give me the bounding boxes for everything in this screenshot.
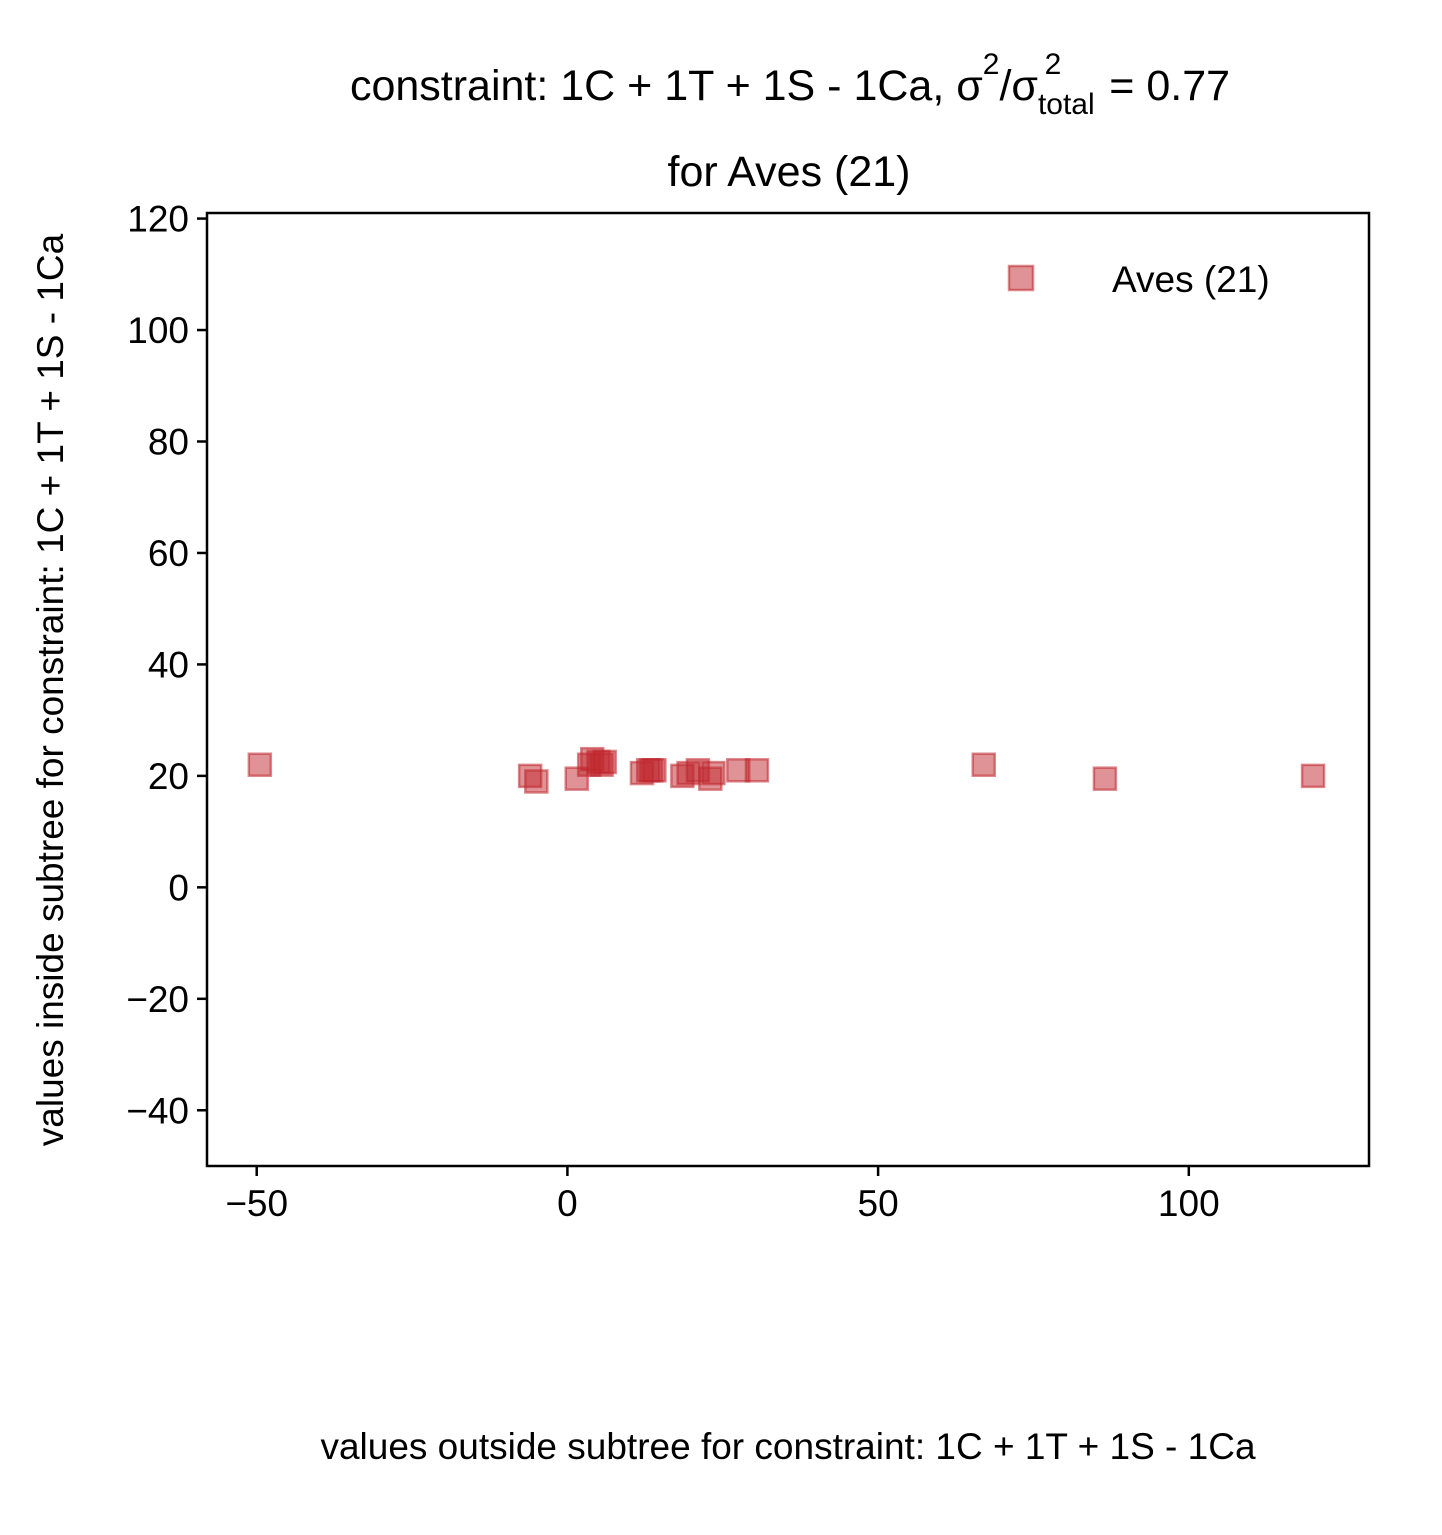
data-point [592, 749, 617, 775]
legend-marker-aves [1007, 264, 1035, 292]
y-tick-label: −20 [126, 979, 189, 1020]
title-sup-2: 2 [1045, 48, 1062, 81]
data-point [744, 758, 770, 783]
plot-frame [205, 211, 1371, 1168]
data-point [247, 752, 273, 777]
x-tick-label: −50 [225, 1183, 288, 1224]
y-tick-label: 80 [148, 421, 189, 462]
title-sub: total [1038, 88, 1095, 121]
svg-text:constraint: 1C + 1T + 1S - 1Ca: constraint: 1C + 1T + 1S - 1Ca, σ2/σtota… [350, 48, 1230, 121]
x-tick-label: 50 [858, 1183, 899, 1224]
title-suffix: = 0.77 [1097, 62, 1230, 110]
legend: Aves (21) [1007, 259, 1270, 300]
title-line-2: for Aves (21) [668, 148, 911, 196]
data-points [247, 746, 1326, 794]
data-point [642, 758, 667, 783]
title-sup-1: 2 [983, 48, 1000, 81]
data-point [1300, 763, 1326, 789]
x-tick-label: 100 [1158, 1183, 1220, 1224]
data-point [701, 760, 726, 786]
data-point [524, 769, 549, 794]
x-axis: −50 0 50 100 [225, 1166, 1220, 1224]
title-prefix: constraint: 1C + 1T + 1S - 1Ca, σ [350, 62, 983, 110]
y-axis-label: values inside subtree for constraint: 1C… [30, 233, 71, 1146]
y-tick-label: −40 [126, 1090, 189, 1131]
x-tick-label: 0 [557, 1183, 578, 1224]
title-slash: /σ [999, 62, 1038, 110]
y-tick-label: 20 [148, 756, 189, 797]
data-point [1092, 766, 1118, 791]
y-tick-label: 60 [148, 533, 189, 574]
y-tick-label: 120 [127, 199, 189, 240]
x-axis-label: values outside subtree for constraint: 1… [320, 1426, 1256, 1467]
data-point [971, 752, 996, 777]
y-tick-label: 40 [148, 644, 189, 685]
legend-label-aves: Aves (21) [1112, 259, 1270, 300]
y-tick-label: 100 [127, 310, 189, 351]
y-tick-label: 0 [168, 867, 189, 908]
chart-title: constraint: 1C + 1T + 1S - 1Ca, σ2/σtota… [350, 48, 1230, 196]
y-axis: −40 −20 0 20 40 60 80 100 120 [126, 199, 207, 1131]
